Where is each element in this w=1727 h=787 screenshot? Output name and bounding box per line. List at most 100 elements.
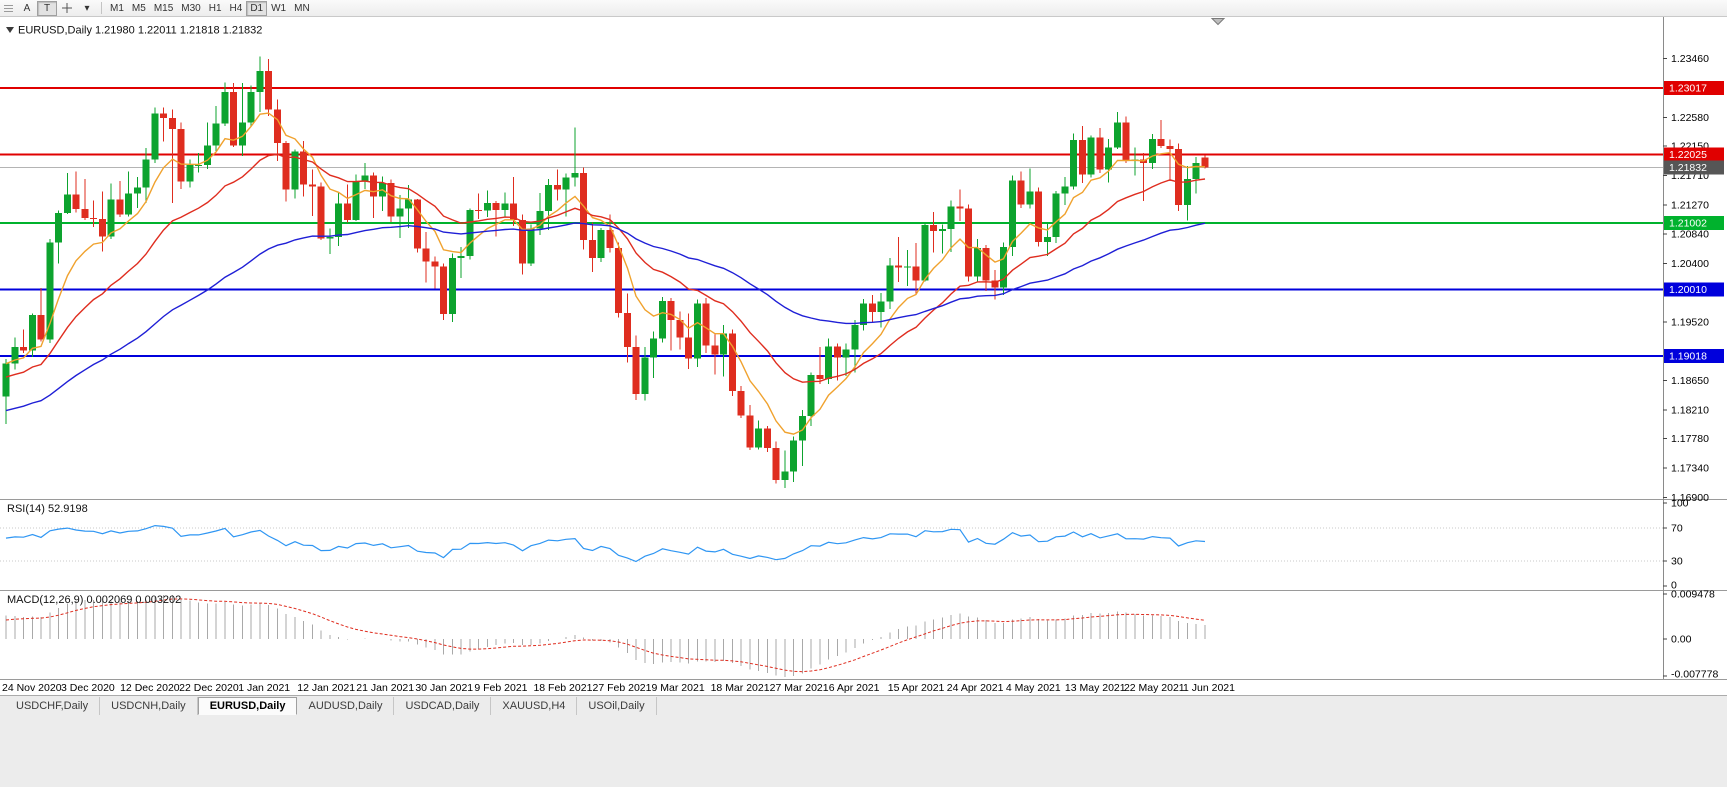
cursor-tool-button[interactable]: A (23, 2, 31, 14)
one-click-trading-icon[interactable] (6, 27, 14, 33)
level-price-tag-label: 1.20010 (1669, 284, 1707, 296)
candle-body (755, 428, 762, 448)
candle-body (265, 71, 272, 110)
price-tick-label: 1.16900 (1671, 492, 1709, 504)
chart-tab-eurusd[interactable]: EURUSD,Daily (197, 697, 298, 715)
crosshair-tool-button[interactable] (57, 1, 77, 16)
candle-body (300, 151, 307, 185)
chart-canvas[interactable]: 1.234601.225801.221501.217101.212701.208… (0, 0, 1727, 695)
toolbar-overflow-caret-icon[interactable]: ▾ (84, 2, 90, 14)
timeframe-d1-button[interactable]: D1 (246, 0, 268, 16)
macd-indicator-label: MACD(12,26,9) 0.002069 0.003202 (7, 594, 181, 606)
candle-body (230, 91, 237, 146)
date-label: 24 Apr 2021 (947, 682, 1004, 694)
level-price-tag-label: 1.22025 (1669, 149, 1707, 161)
candle-body (1000, 247, 1007, 288)
candle-body (947, 206, 955, 230)
fast-ma-line (5, 112, 1206, 435)
candle-body (886, 265, 894, 302)
candle-body (641, 357, 649, 394)
candle-body (921, 225, 929, 281)
candle-body (177, 128, 185, 182)
candle-body (142, 159, 150, 188)
candle-body (860, 303, 867, 325)
timeframe-mn-button[interactable]: MN (294, 2, 310, 14)
timeframe-m1-button[interactable]: M1 (110, 2, 124, 14)
candle-body (134, 187, 141, 194)
candle-body (606, 229, 614, 248)
candle-body (956, 206, 964, 209)
timeframe-h4-button[interactable]: H4 (229, 2, 243, 14)
candle-body (650, 338, 657, 358)
candle-body (842, 349, 850, 358)
candle-body (799, 415, 806, 441)
candle-body (711, 345, 719, 355)
candle-body (1166, 146, 1174, 149)
current-price-tag (1664, 160, 1724, 175)
candle-body (116, 199, 124, 215)
chart-shift-marker[interactable] (1210, 18, 1226, 26)
candle-body (1070, 140, 1077, 187)
rsi-tick-label: 30 (1671, 556, 1683, 568)
date-label: 15 Apr 2021 (888, 682, 945, 694)
candle-body (1096, 137, 1104, 170)
candle-body (37, 314, 45, 340)
chart-tab-usdcad[interactable]: USDCAD,Daily (394, 697, 492, 715)
candle-body (624, 312, 631, 347)
candle-body (930, 225, 937, 232)
candle-body (895, 265, 902, 268)
candle-body (449, 257, 456, 315)
candle-body (912, 266, 920, 281)
candle-body (282, 142, 290, 190)
text-tool-button[interactable]: T (37, 0, 57, 16)
date-label: 4 May 2021 (1006, 682, 1061, 694)
candle-body (982, 247, 990, 281)
rsi-tick-label: 100 (1671, 498, 1689, 510)
candle-body (904, 266, 911, 268)
candle-body (519, 219, 526, 264)
date-label: 1 Jun 2021 (1183, 682, 1235, 694)
candle-body (344, 203, 351, 220)
crosshair-icon (62, 3, 72, 13)
candle-body (212, 123, 220, 146)
timeframe-m30-button[interactable]: M30 (181, 2, 201, 14)
level-price-tag-label: 1.23017 (1669, 83, 1707, 95)
candle-body (431, 261, 439, 267)
chart-tab-usdchf[interactable]: USDCHF,Daily (5, 697, 101, 715)
candle-body (309, 184, 316, 187)
candle-body (816, 375, 824, 380)
toolbar-grip-icon[interactable] (4, 4, 13, 12)
timeframe-h1-button[interactable]: H1 (208, 2, 222, 14)
chart-tab-audusd[interactable]: AUDUSD,Daily (297, 697, 395, 715)
candle-body (571, 172, 579, 178)
chart-tab-xauusd[interactable]: XAUUSD,H4 (491, 697, 578, 715)
rsi-indicator-label: RSI(14) 52.9198 (7, 503, 88, 515)
toolbar: A T ▾ M1 M5 M15 M30 H1 H4 D1 W1 MN (0, 0, 1727, 17)
candle-body (317, 186, 325, 239)
candle-body (702, 303, 710, 346)
candle-body (1052, 193, 1060, 238)
candle-body (974, 247, 981, 277)
level-price-tag-label: 1.19018 (1669, 350, 1707, 362)
candle-body (764, 428, 771, 449)
candle-body (195, 164, 202, 166)
candle-body (90, 217, 97, 220)
date-label: 21 Jan 2021 (356, 682, 414, 694)
price-tick-label: 1.23460 (1671, 53, 1709, 65)
candle-body (291, 151, 299, 190)
date-label: 3 Dec 2020 (61, 682, 115, 694)
candle-body (29, 314, 36, 351)
candle-body (939, 229, 946, 232)
macd-signal-line (5, 598, 1206, 673)
price-tick-label: 1.20400 (1671, 258, 1709, 270)
macd-tick-label: 0.00 (1671, 634, 1692, 646)
date-label: 1 Jan 2021 (238, 682, 290, 694)
price-tick-label: 1.17780 (1671, 433, 1709, 445)
chart-tab-usdcnh[interactable]: USDCNH,Daily (100, 697, 198, 715)
macd-tick-label: -0.007778 (1671, 669, 1718, 681)
chart-tab-usoil[interactable]: USOil,Daily (577, 697, 657, 715)
timeframe-m15-button[interactable]: M15 (153, 2, 174, 14)
timeframe-w1-button[interactable]: W1 (271, 2, 287, 14)
candle-body (221, 91, 229, 124)
timeframe-m5-button[interactable]: M5 (131, 2, 146, 14)
